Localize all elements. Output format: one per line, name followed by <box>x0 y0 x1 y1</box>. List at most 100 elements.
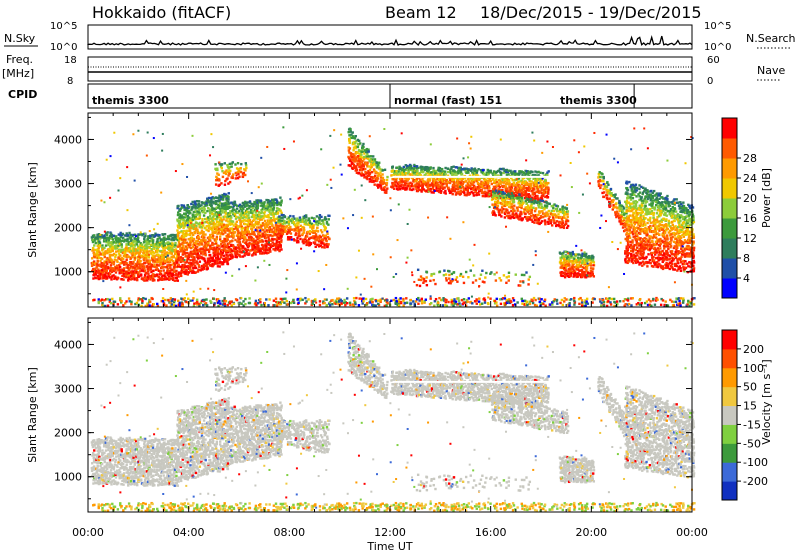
power-cell <box>211 234 215 238</box>
power-cell <box>181 246 184 250</box>
power-cell <box>135 270 138 274</box>
power-cell <box>167 242 170 246</box>
power-cell <box>127 255 131 258</box>
power-cell <box>224 193 228 196</box>
power-cell <box>194 229 198 232</box>
power-cell <box>395 169 398 173</box>
power-cell <box>194 205 198 209</box>
power-cell <box>563 272 566 275</box>
power-cell <box>105 233 109 237</box>
power-cell <box>523 186 526 190</box>
power-cell <box>98 263 102 266</box>
power-cell <box>192 260 195 263</box>
power-cell <box>193 264 197 267</box>
power-cell <box>137 274 141 278</box>
power-cell <box>249 201 252 204</box>
power-cell <box>238 175 241 178</box>
power-cell <box>136 238 140 242</box>
power-cell <box>187 222 190 225</box>
power-cell <box>269 245 273 249</box>
power-cell <box>251 232 254 236</box>
power-cell <box>551 216 555 219</box>
power-cell <box>125 263 128 266</box>
power-cell <box>179 259 183 262</box>
power-cell <box>241 255 245 258</box>
power-cell <box>113 275 117 278</box>
power-cell <box>111 249 114 252</box>
power-cell <box>160 253 164 257</box>
power-cell <box>241 233 244 237</box>
power-cell <box>376 174 380 178</box>
power-cell <box>215 201 218 205</box>
power-cell <box>214 240 218 243</box>
power-cell <box>144 276 148 280</box>
power-cell <box>244 237 247 240</box>
power-cell <box>465 167 468 171</box>
power-cell <box>379 171 382 174</box>
power-cell <box>318 234 321 238</box>
power-cell <box>103 276 106 280</box>
power-cell <box>484 180 488 184</box>
power-cell <box>103 260 106 263</box>
power-cell <box>458 177 462 181</box>
power-cell <box>211 246 214 250</box>
power-cell <box>272 230 276 234</box>
power-cell <box>280 201 283 204</box>
power-cell <box>301 218 305 221</box>
power-cell <box>255 203 258 206</box>
power-cell <box>247 210 251 214</box>
power-cell <box>269 200 272 203</box>
power-cell <box>190 220 193 223</box>
power-cell <box>515 206 519 209</box>
power-cell <box>193 201 197 205</box>
power-cell <box>492 204 495 207</box>
power-cell <box>347 130 350 134</box>
power-cell <box>221 208 224 212</box>
power-cell <box>221 169 224 173</box>
power-cell <box>126 255 129 258</box>
power-cell <box>259 252 262 255</box>
power-cell <box>527 183 531 186</box>
power-cell <box>120 278 124 281</box>
power-cell <box>368 180 372 183</box>
power-cell <box>216 168 219 172</box>
power-cell <box>215 249 218 252</box>
cpid-segment-label: themis 3300 <box>92 94 169 107</box>
power-cell <box>453 172 457 175</box>
power-cell <box>170 258 173 262</box>
power-cell <box>124 238 127 242</box>
power-cell <box>149 236 152 239</box>
power-cell <box>226 220 230 223</box>
power-cell <box>350 155 354 159</box>
power-cell <box>233 200 236 203</box>
power-cell <box>255 204 258 208</box>
power-cell <box>437 183 440 187</box>
power-cell <box>128 267 132 270</box>
power-cell <box>176 219 179 223</box>
power-cell <box>555 220 559 223</box>
power-cell <box>440 189 443 193</box>
power-cell <box>321 245 324 249</box>
power-cell <box>264 206 267 210</box>
power-cell <box>262 233 265 237</box>
power-cell <box>258 232 261 235</box>
power-cell <box>268 203 271 206</box>
power-cell <box>503 180 506 183</box>
power-cell <box>428 179 431 182</box>
power-cell <box>208 221 212 225</box>
power-cell <box>314 220 317 224</box>
power-cell <box>360 164 364 168</box>
power-cell <box>104 250 107 253</box>
power-cell <box>115 238 118 241</box>
power-cell <box>220 202 224 205</box>
power-cell <box>310 222 314 226</box>
power-cell <box>133 244 137 247</box>
power-cell <box>104 275 108 278</box>
power-cell <box>449 170 452 174</box>
power-cell <box>202 250 205 254</box>
power-cell <box>141 233 144 237</box>
nave-tick-high: 60 <box>707 55 720 66</box>
power-cell <box>303 228 306 232</box>
power-cell <box>245 166 248 170</box>
power-cell <box>529 197 533 201</box>
